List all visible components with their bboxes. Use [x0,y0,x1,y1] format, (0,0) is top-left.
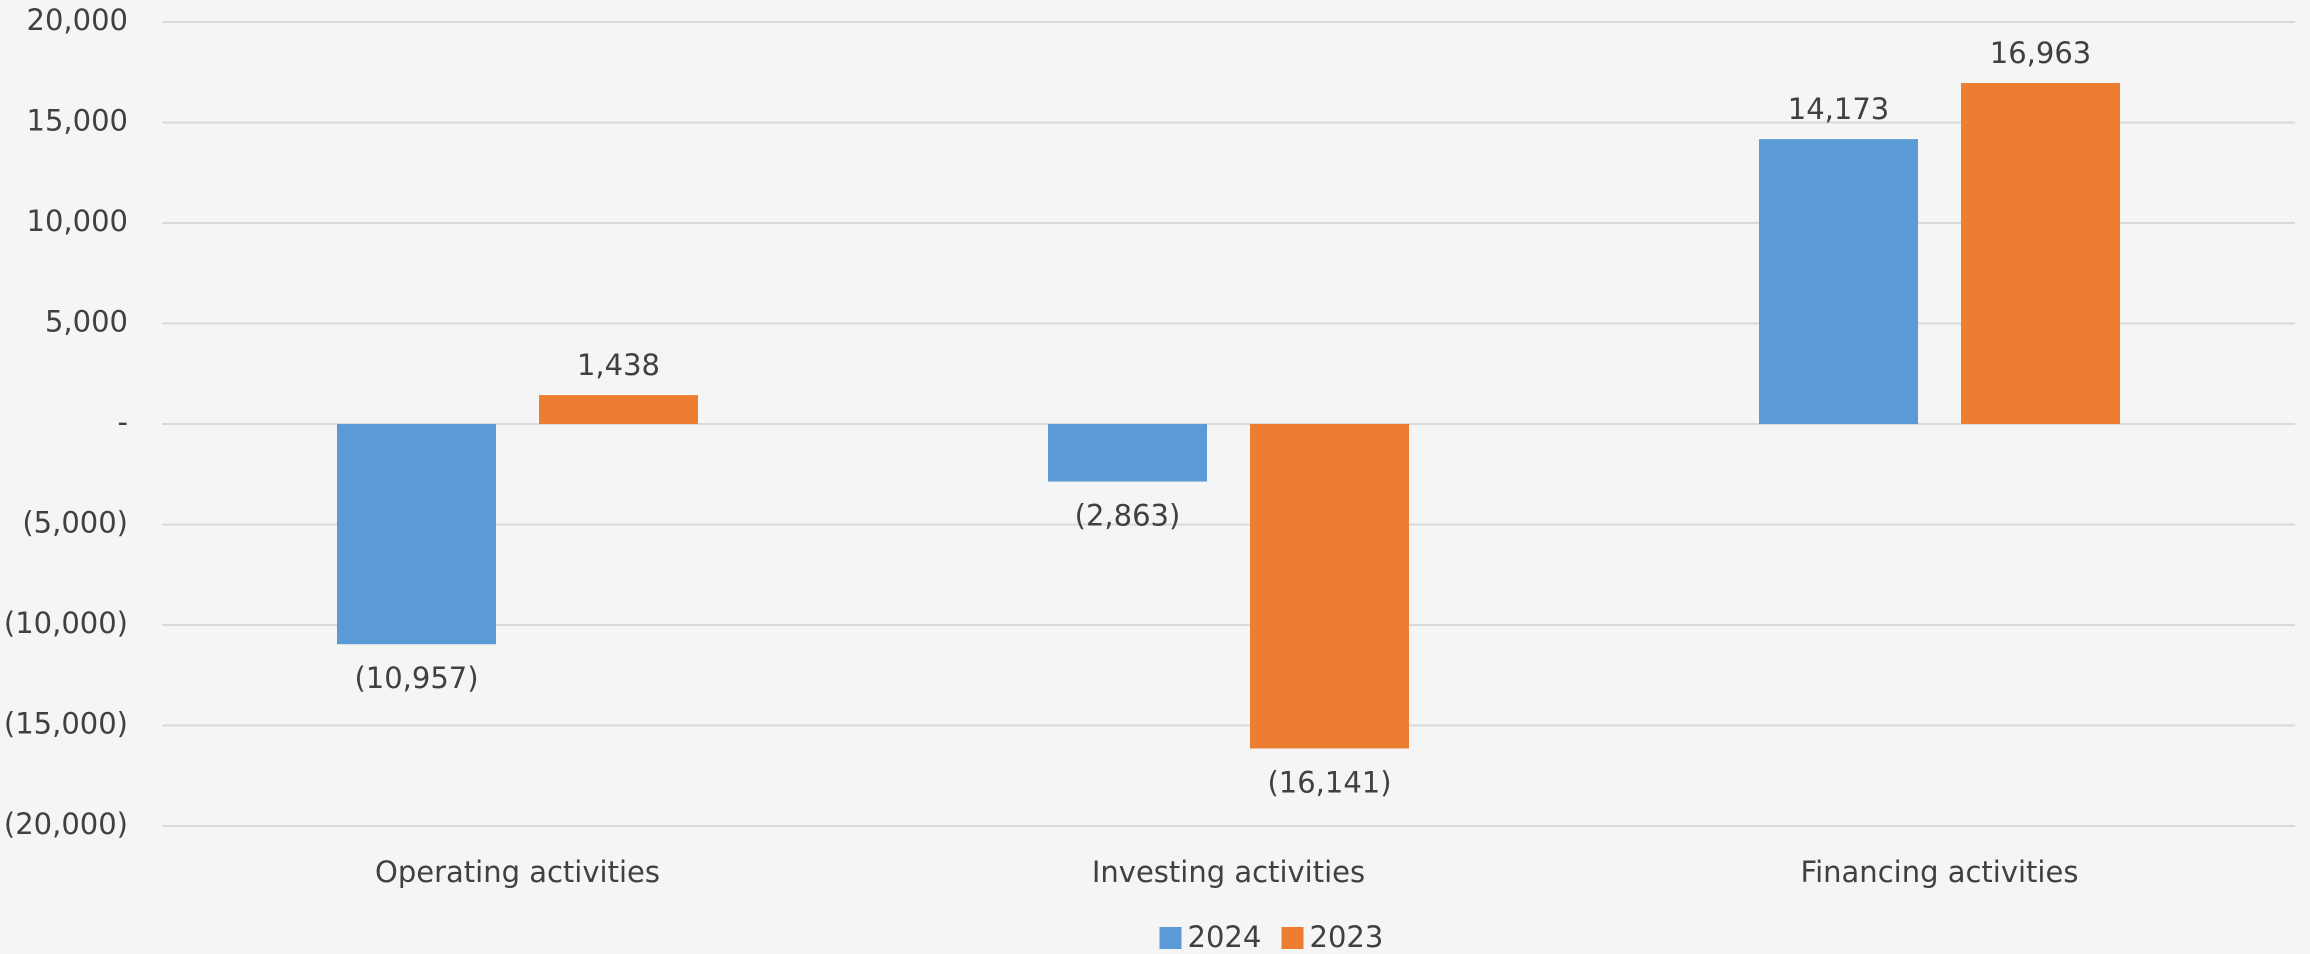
x-tick-label: Investing activities [1092,855,1365,889]
bar [1250,424,1409,749]
legend-label: 2024 [1188,920,1262,954]
bar [1759,139,1918,425]
y-tick-label: 15,000 [27,104,128,138]
y-tick-label: (15,000) [4,707,128,741]
data-label: (10,957) [354,661,478,695]
data-label: (16,141) [1267,765,1391,799]
legend-swatch [1159,927,1182,949]
data-label: 14,173 [1788,92,1889,126]
legend-swatch [1281,927,1304,949]
y-tick-label: - [118,405,128,439]
y-tick-label: 5,000 [45,305,128,339]
bar [1048,424,1207,482]
bar [1961,83,2120,424]
y-tick-label: (5,000) [22,506,128,540]
data-label: 1,438 [577,348,660,382]
data-label: 16,963 [1990,36,2091,70]
y-tick-label: 20,000 [27,3,128,37]
x-tick-label: Financing activities [1801,855,2079,889]
y-tick-label: (20,000) [4,807,128,841]
legend-label: 2023 [1310,920,1384,954]
bar [337,424,496,645]
y-tick-label: 10,000 [27,204,128,238]
y-tick-label: (10,000) [4,606,128,640]
bar [539,395,698,424]
x-tick-label: Operating activities [375,855,660,889]
data-label: (2,863) [1075,499,1181,533]
